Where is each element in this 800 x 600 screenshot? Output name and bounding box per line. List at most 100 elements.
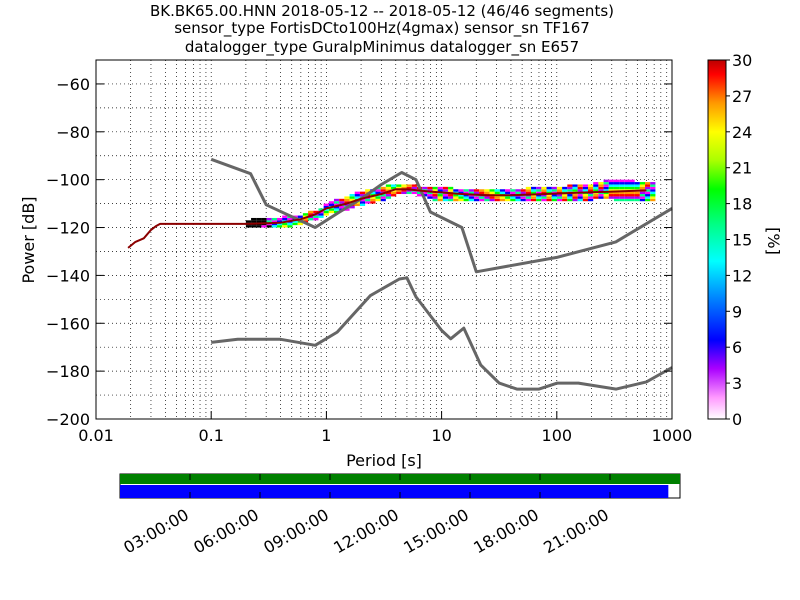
ppsd-cell — [385, 194, 392, 197]
ppsd-cell — [489, 198, 495, 202]
ppsd-cell — [629, 196, 635, 199]
ppsd-cell — [650, 189, 656, 192]
title-line-1: BK.BK65.00.HNN 2018-05-12 -- 2018-05-12 … — [150, 2, 614, 20]
ppsd-cell — [582, 189, 589, 192]
ppsd-cell — [536, 196, 542, 199]
ppsd-cell — [556, 196, 563, 199]
ppsd-cell — [468, 189, 474, 192]
ppsd-cell — [432, 194, 438, 197]
ppsd-cell — [334, 205, 340, 209]
ppsd-cell — [422, 186, 428, 190]
ppsd-cell — [334, 198, 340, 202]
ppsd-cell — [365, 189, 371, 192]
ppsd-cell — [344, 208, 350, 211]
ppsd-cell — [598, 189, 604, 192]
ppsd-cell — [432, 186, 438, 190]
y-tick-label: −120 — [46, 219, 90, 238]
ppsd-cell — [639, 191, 646, 195]
ppsd-cell — [556, 189, 563, 192]
ppsd-cell — [505, 198, 511, 202]
timeline-tick-label: 15:00:00 — [400, 505, 472, 557]
y-tick-label: −160 — [46, 314, 90, 333]
ppsd-cell — [551, 196, 557, 199]
ppsd-cell — [634, 194, 640, 197]
y-axis-ticks: −60 −80 −100 −120 −140 −160 −180 −200 — [46, 75, 672, 429]
ppsd-cell — [603, 194, 609, 197]
ppsd-cell — [458, 191, 464, 195]
ppsd-cell — [437, 196, 443, 199]
ppsd-cell — [396, 184, 402, 187]
ppsd-cell — [365, 198, 371, 202]
ppsd-cell — [603, 186, 609, 190]
ppsd-cell — [619, 198, 625, 202]
ppsd-cell — [385, 189, 392, 192]
ppsd-cell — [588, 189, 594, 192]
ppsd-cell — [510, 191, 516, 195]
ppsd-cell — [328, 210, 335, 214]
ppsd-cell — [567, 198, 573, 202]
ppsd-cell — [385, 184, 392, 187]
ppsd-cell — [613, 184, 620, 187]
ppsd-cell — [427, 191, 433, 195]
ppsd-cell — [339, 198, 345, 202]
title-line-2: sensor_type FortisDCto100Hz(4gmax) senso… — [174, 19, 590, 38]
ppsd-cell — [406, 184, 412, 187]
ppsd-cell — [619, 186, 625, 190]
x-tick-label: 0.1 — [198, 426, 223, 445]
ppsd-cell — [562, 198, 568, 202]
ppsd-cell — [365, 201, 371, 204]
ppsd-cell — [313, 210, 319, 214]
x-tick-label: 10 — [431, 426, 451, 445]
ppsd-cell — [645, 184, 651, 187]
ppsd-cell — [634, 184, 640, 187]
ppsd-cell — [613, 182, 620, 185]
ppsd-cell — [608, 194, 614, 197]
ppsd-cell — [453, 189, 459, 192]
ppsd-cell — [463, 194, 469, 197]
ppsd-cell — [567, 194, 573, 197]
ppsd-cell — [458, 189, 464, 192]
title-line-3: datalogger_type GuralpMinimus datalogger… — [185, 38, 579, 57]
noise-model-lines — [127, 157, 673, 391]
ppsd-cell — [546, 198, 552, 202]
ppsd-cell — [287, 222, 293, 226]
ppsd-cell — [313, 215, 319, 218]
colorbar-tick-label: 0 — [732, 410, 742, 429]
ppsd-cell — [292, 222, 298, 226]
ppsd-cell — [650, 182, 656, 185]
ppsd-cell — [608, 184, 614, 187]
ppsd-cell — [525, 191, 531, 195]
ppsd-cell — [629, 179, 635, 183]
ppsd-cell — [582, 194, 589, 197]
ppsd-cell — [536, 191, 542, 195]
ppsd-cell — [282, 225, 288, 228]
ppsd-cell — [608, 179, 614, 183]
ppsd-cell — [629, 184, 635, 187]
ppsd-cell — [256, 220, 262, 223]
ppsd-cell — [588, 198, 594, 202]
ppsd-cell — [639, 196, 646, 199]
colorbar-ticks: 0 3 6 9 12 15 18 21 24 27 30 — [726, 51, 752, 429]
ppsd-cell — [344, 198, 350, 202]
ppsd-cell — [261, 225, 267, 228]
ppsd-cell — [577, 196, 583, 199]
ppsd-cell — [302, 217, 309, 221]
ppsd-cell — [541, 186, 547, 190]
ppsd-cell — [510, 198, 516, 202]
ppsd-cell — [505, 196, 511, 199]
ppsd-cell — [525, 196, 531, 199]
ppsd-cell — [385, 196, 392, 199]
ppsd-cell — [401, 186, 407, 190]
ppsd-cell — [401, 184, 407, 187]
ppsd-cell — [598, 182, 604, 185]
ppsd-cell — [271, 217, 277, 221]
ppsd-cell — [453, 198, 459, 202]
ppsd-cell — [370, 191, 376, 195]
ppsd-cell — [334, 208, 340, 211]
x-tick-label: 0.01 — [78, 426, 114, 445]
ppsd-cell — [603, 196, 609, 199]
ppsd-cell — [328, 201, 335, 204]
ppsd-cell — [458, 196, 464, 199]
colorbar-tick-label: 21 — [732, 159, 752, 178]
ppsd-cell — [448, 196, 454, 199]
